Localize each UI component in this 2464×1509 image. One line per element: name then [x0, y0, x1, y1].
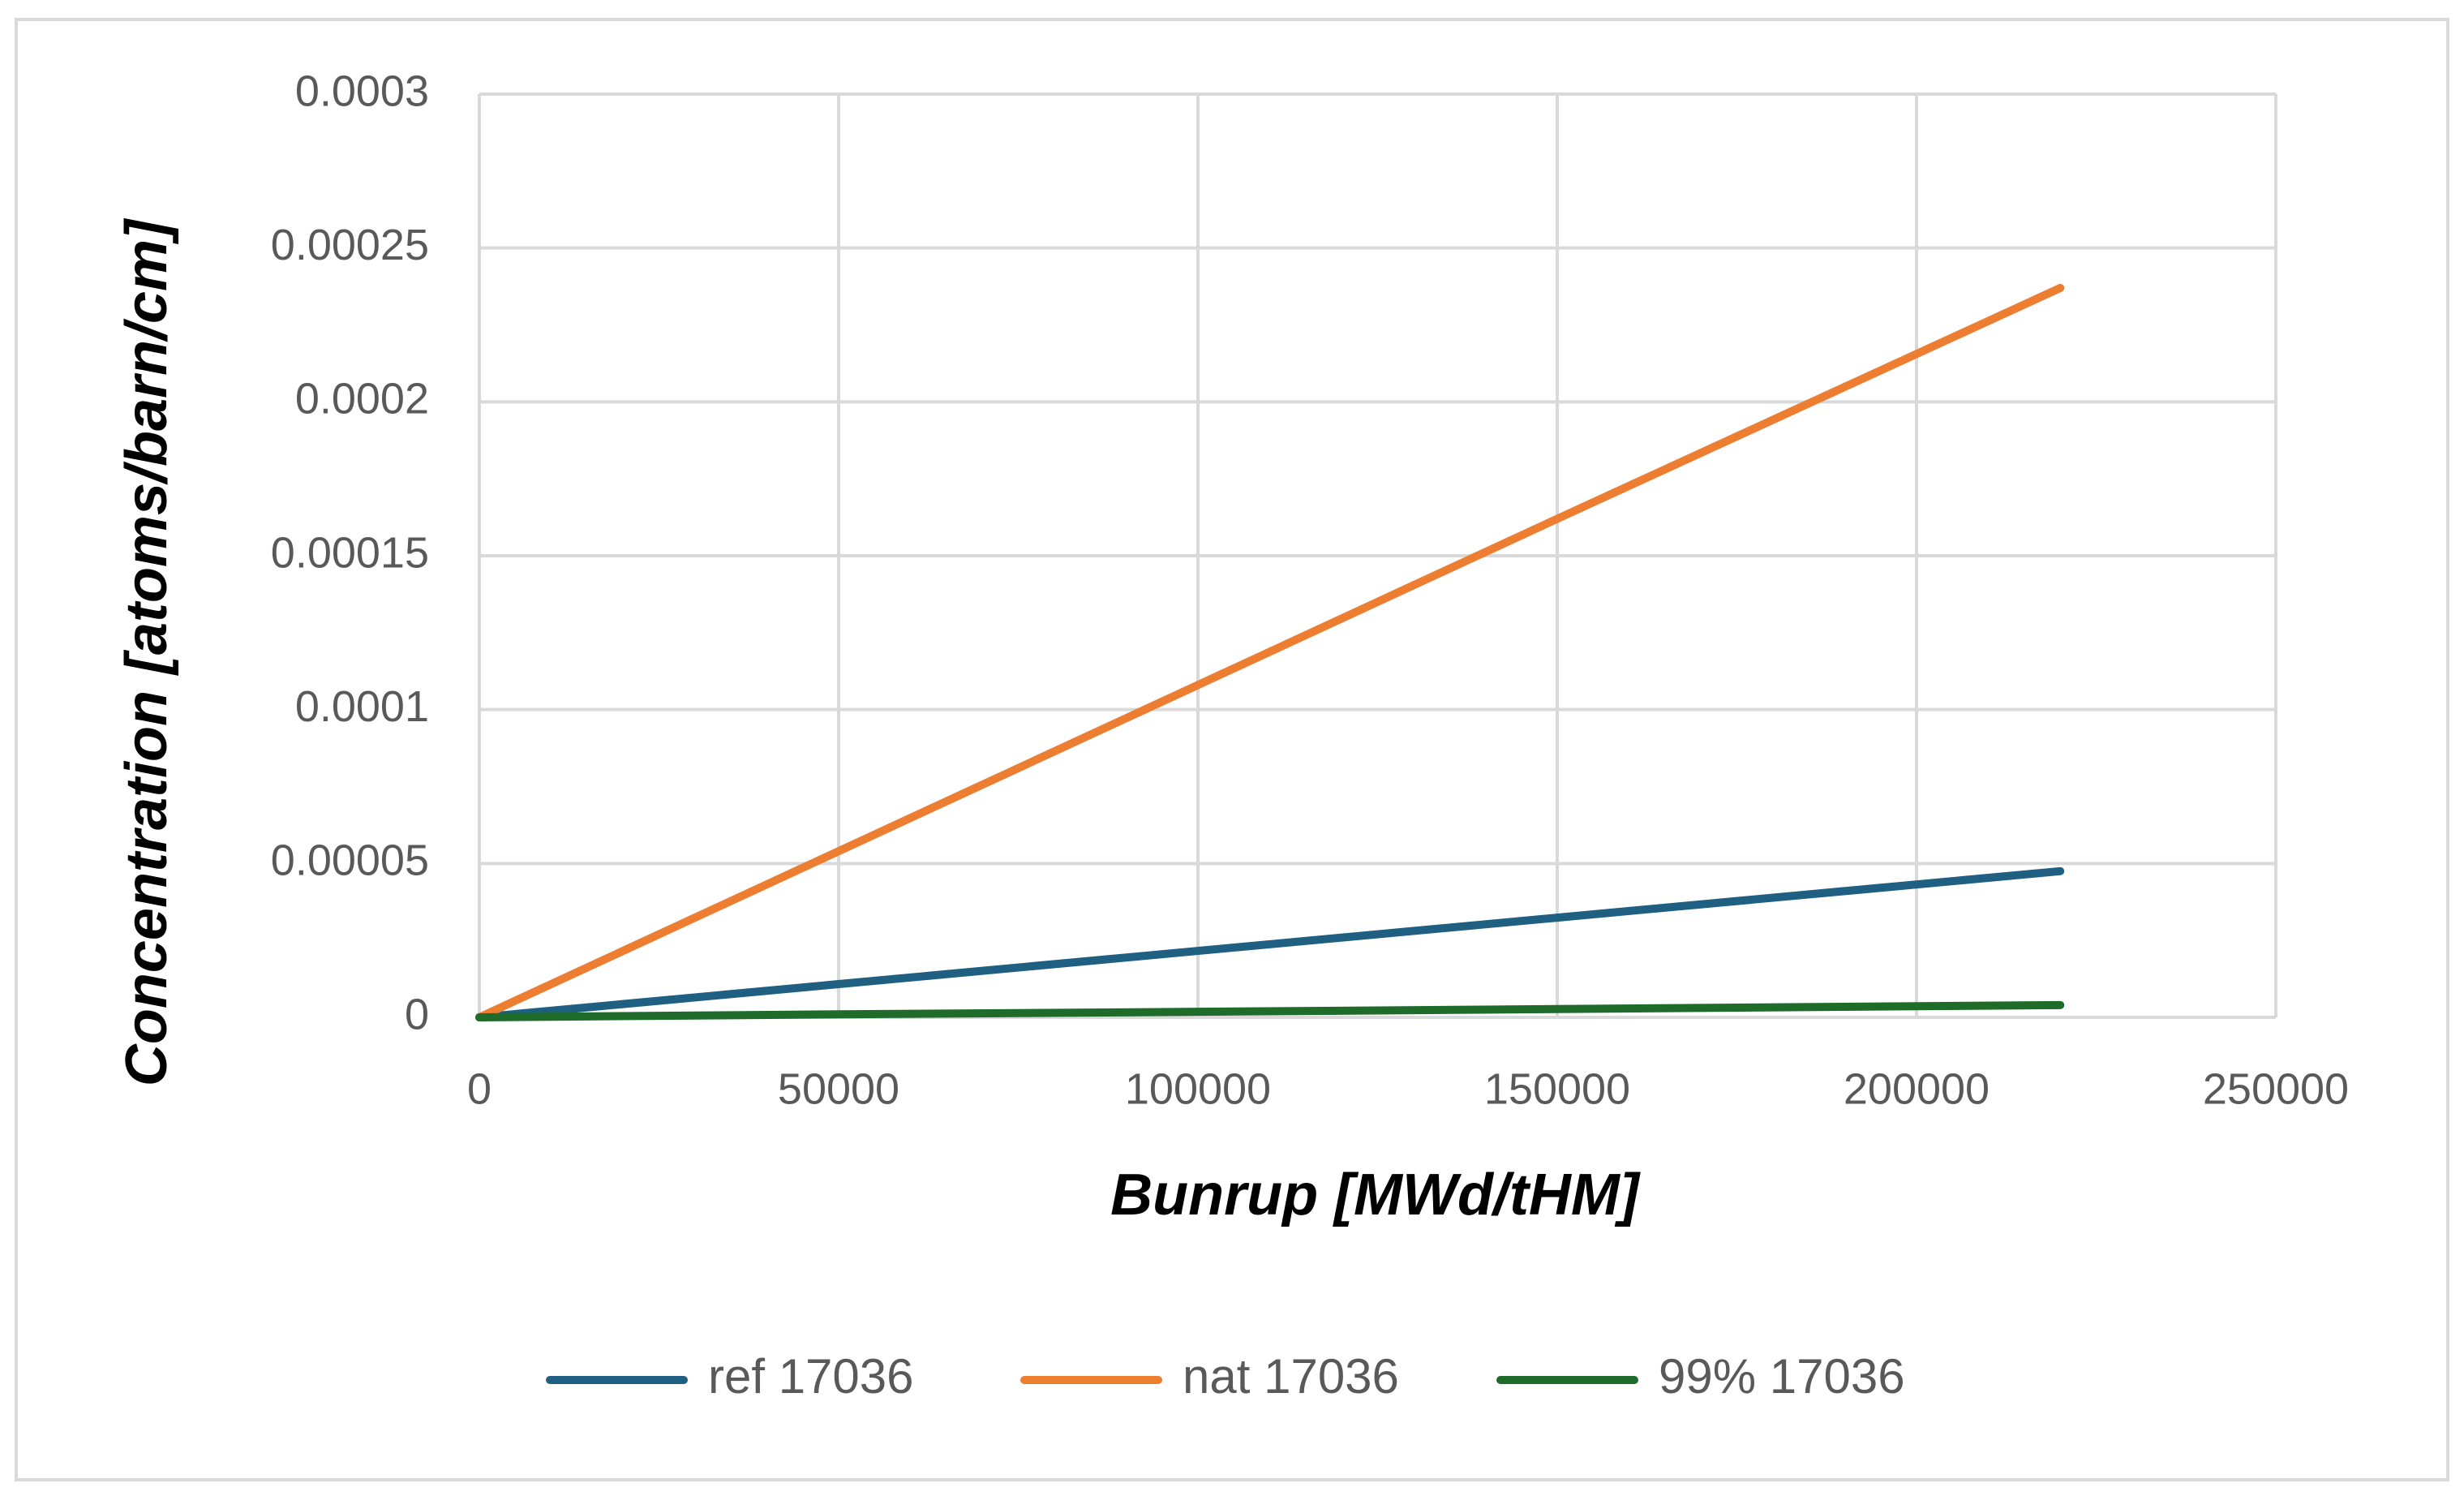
- x-axis-title: Bunrup [MWd/tHM]: [1110, 1163, 1641, 1227]
- y-tick-label: 0: [405, 990, 429, 1038]
- y-tick-label: 0.00005: [271, 836, 429, 885]
- x-tick-label: 150000: [1484, 1064, 1630, 1113]
- chart-frame: [15, 18, 2449, 1481]
- x-tick-label: 250000: [2203, 1064, 2349, 1113]
- legend-label: 99% 17036: [1659, 1349, 1905, 1404]
- x-tick-label: 100000: [1125, 1064, 1271, 1113]
- y-axis-title: Concentration [atoms/barn/cm]: [114, 218, 179, 1086]
- x-tick-label: 0: [467, 1064, 492, 1113]
- series-line: [475, 283, 2065, 1021]
- y-tick-label: 0.0002: [295, 375, 429, 423]
- y-tick-label: 0.00015: [271, 528, 429, 577]
- series-line: [475, 866, 2065, 1021]
- y-tick-label: 0.0003: [295, 67, 429, 115]
- x-tick-label: 200000: [1844, 1064, 1990, 1113]
- legend-label: nat 17036: [1183, 1349, 1399, 1404]
- y-tick-label: 0.00025: [271, 221, 429, 269]
- series-line: [475, 1000, 2065, 1021]
- legend-label: ref 17036: [708, 1349, 914, 1404]
- x-tick-label: 50000: [778, 1064, 899, 1113]
- y-tick-label: 0.0001: [295, 682, 429, 731]
